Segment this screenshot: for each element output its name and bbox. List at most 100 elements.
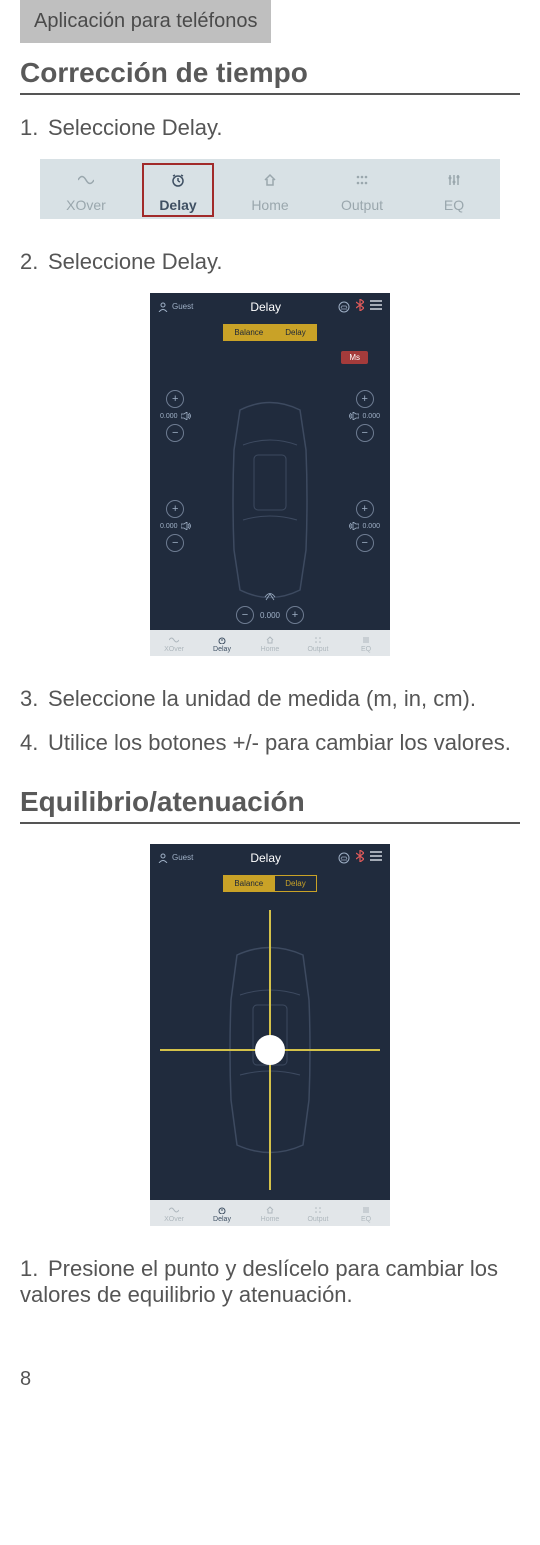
xover-icon xyxy=(40,169,132,191)
car-outline xyxy=(228,400,312,600)
nav-eq[interactable]: EQ xyxy=(342,1205,390,1223)
phone-title: Delay xyxy=(250,300,281,314)
output-icon xyxy=(316,169,408,191)
guest-label: Guest xyxy=(158,853,193,863)
step-1: 1.Seleccione Delay. xyxy=(20,115,520,141)
step-text: Utilice los botones +/- para cambiar los… xyxy=(48,730,511,755)
nav-output[interactable]: Output xyxy=(294,1205,342,1223)
minus-button[interactable]: − xyxy=(166,424,184,442)
delay-value: 0.000 xyxy=(160,523,178,530)
step-2: 2.Seleccione Delay. xyxy=(20,249,520,275)
speaker-sub: − 0.000 + xyxy=(236,606,304,624)
tab-label: Home xyxy=(251,197,288,213)
home-icon xyxy=(224,169,316,191)
seg-balance[interactable]: Balance xyxy=(223,875,274,892)
guest-text: Guest xyxy=(172,302,193,311)
menu-icon[interactable] xyxy=(370,851,382,864)
user-icon xyxy=(158,853,168,863)
speaker-icon xyxy=(349,412,359,420)
highlight-box xyxy=(142,163,214,217)
tab-output[interactable]: Output xyxy=(316,169,408,213)
speaker-rl: + 0.000 − xyxy=(160,500,191,552)
delay-value: 0.000 xyxy=(160,413,178,420)
tabbar-screenshot: XOver Delay Home Output EQ xyxy=(40,159,500,219)
menu-icon[interactable] xyxy=(370,300,382,313)
segmented-control: Balance Delay xyxy=(150,324,390,341)
tab-label: XOver xyxy=(66,197,106,213)
delay-value: 0.000 xyxy=(260,611,280,620)
step-num: 1. xyxy=(20,115,48,141)
tab-delay[interactable]: Delay xyxy=(132,169,224,213)
nav-xover[interactable]: XOver xyxy=(150,1205,198,1223)
balance-dot[interactable] xyxy=(255,1035,285,1065)
plus-button[interactable]: + xyxy=(356,500,374,518)
speaker-icon xyxy=(181,522,191,530)
user-icon xyxy=(158,302,168,312)
phone-title: Delay xyxy=(250,851,281,865)
section-title-1: Corrección de tiempo xyxy=(20,57,520,95)
bluetooth-icon xyxy=(356,850,364,865)
tab-eq[interactable]: EQ xyxy=(408,169,500,213)
car-area: + 0.000 − + 0.000 − + 0.000 xyxy=(150,370,390,630)
plus-button[interactable]: + xyxy=(166,390,184,408)
step-num: 2. xyxy=(20,249,48,275)
step-text: Seleccione Delay. xyxy=(48,115,222,140)
speaker-fl: + 0.000 − xyxy=(160,390,191,442)
phone-bottom-nav: XOver Delay Home Output EQ xyxy=(150,1200,390,1226)
unit-badge[interactable]: Ms xyxy=(341,351,368,364)
minus-button[interactable]: − xyxy=(166,534,184,552)
section-title-2: Equilibrio/atenuación xyxy=(20,786,520,824)
plus-button[interactable]: + xyxy=(286,606,304,624)
nav-home[interactable]: Home xyxy=(246,1205,294,1223)
phone-topbar: Guest Delay xyxy=(150,844,390,871)
guest-text: Guest xyxy=(172,853,193,862)
step-num: 1. xyxy=(20,1256,48,1282)
balance-area[interactable] xyxy=(150,900,390,1200)
subwoofer-icon xyxy=(264,592,276,602)
step-b1: 1.Presione el punto y deslícelo para cam… xyxy=(20,1256,520,1308)
segmented-control: Balance Delay xyxy=(150,875,390,892)
nav-output[interactable]: Output xyxy=(294,635,342,653)
minus-button[interactable]: − xyxy=(356,424,374,442)
tab-label: EQ xyxy=(444,197,464,213)
phone-topbar: Guest Delay xyxy=(150,293,390,320)
tab-xover[interactable]: XOver xyxy=(40,169,132,213)
car-icon xyxy=(338,852,350,864)
nav-delay[interactable]: Delay xyxy=(198,1205,246,1223)
minus-button[interactable]: − xyxy=(356,534,374,552)
minus-button[interactable]: − xyxy=(236,606,254,624)
tab-label: Output xyxy=(341,197,383,213)
speaker-fr: + 0.000 − xyxy=(349,390,380,442)
delay-value: 0.000 xyxy=(362,523,380,530)
bluetooth-icon xyxy=(356,299,364,314)
speaker-rr: + 0.000 − xyxy=(349,500,380,552)
seg-delay[interactable]: Delay xyxy=(274,324,316,341)
nav-xover[interactable]: XOver xyxy=(150,635,198,653)
car-icon xyxy=(338,301,350,313)
step-text: Presione el punto y deslícelo para cambi… xyxy=(20,1256,498,1307)
step-num: 3. xyxy=(20,686,48,712)
seg-balance[interactable]: Balance xyxy=(223,324,274,341)
speaker-icon xyxy=(349,522,359,530)
header-tag: Aplicación para teléfonos xyxy=(20,0,271,43)
delay-value: 0.000 xyxy=(362,413,380,420)
nav-eq[interactable]: EQ xyxy=(342,635,390,653)
guest-label: Guest xyxy=(158,302,193,312)
phone-bottom-nav: XOver Delay Home Output EQ xyxy=(150,630,390,656)
eq-icon xyxy=(408,169,500,191)
phone-delay-screenshot: Guest Delay Balance Delay Ms xyxy=(150,293,390,656)
step-text: Seleccione Delay. xyxy=(48,249,222,274)
speaker-icon xyxy=(181,412,191,420)
nav-home[interactable]: Home xyxy=(246,635,294,653)
page-number: 8 xyxy=(20,1368,520,1391)
seg-delay[interactable]: Delay xyxy=(274,875,316,892)
nav-delay[interactable]: Delay xyxy=(198,635,246,653)
tab-home[interactable]: Home xyxy=(224,169,316,213)
step-3: 3.Seleccione la unidad de medida (m, in,… xyxy=(20,686,520,712)
phone-balance-screenshot: Guest Delay Balance Delay xyxy=(150,844,390,1226)
step-text: Seleccione la unidad de medida (m, in, c… xyxy=(48,686,476,711)
step-num: 4. xyxy=(20,730,48,756)
plus-button[interactable]: + xyxy=(356,390,374,408)
step-4: 4.Utilice los botones +/- para cambiar l… xyxy=(20,730,520,756)
plus-button[interactable]: + xyxy=(166,500,184,518)
